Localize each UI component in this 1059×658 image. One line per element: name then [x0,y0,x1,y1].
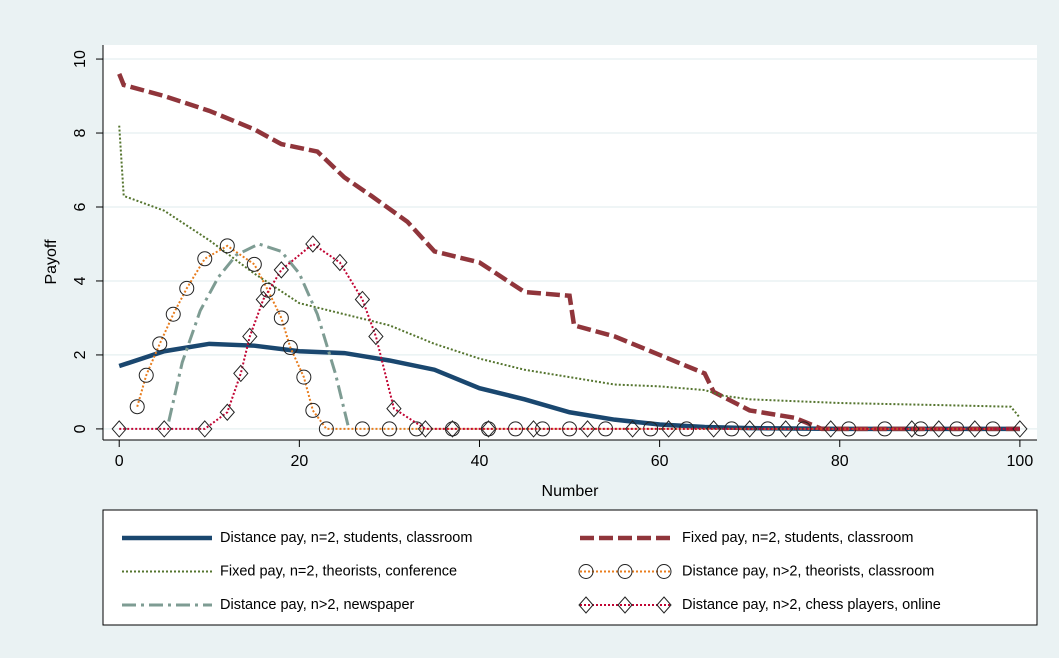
marker [578,564,594,579]
marker [129,399,145,415]
x-tick-label: 60 [651,453,669,470]
marker [408,421,424,437]
legend [102,509,1038,626]
legend-entries: Distance pay, n=2, students, classroom Fi… [122,530,941,614]
series-line [167,242,351,430]
marker [525,420,542,438]
plot-area [103,45,1037,440]
marker [904,420,920,438]
y-tick-label: 4 [72,276,89,285]
marker [579,420,596,438]
series-line [117,73,1020,432]
legend-label: Distance pay, n=2, students, classroom [220,530,472,546]
marker [823,420,839,438]
marker [219,403,235,422]
marker [197,251,213,267]
legend-label: Distance pay, n>2, chess players, online [682,597,941,613]
marker [967,420,983,438]
marker [305,235,321,253]
marker [165,306,181,322]
x-tick-label: 80 [831,453,849,470]
marker [318,421,334,437]
legend-label: Distance pay, n>2, theorists, classroom [682,563,934,579]
marker [138,367,154,383]
marker [931,420,947,438]
marker [660,420,677,438]
marker [233,364,249,383]
marker [255,290,271,309]
x-tick-label: 0 [115,453,124,470]
y-tick-label: 0 [72,424,89,433]
marker [219,238,235,254]
marker [332,253,348,272]
marker [282,340,298,356]
marker [444,420,461,438]
legend-label: Distance pay, n>2, newspaper [220,597,415,613]
x-tick-label: 100 [1007,453,1034,470]
marker [368,327,384,346]
marker [354,421,370,437]
marker [246,256,262,272]
marker [273,261,289,279]
marker [1012,420,1028,438]
marker [742,420,758,438]
marker [624,420,641,438]
legend-label: Fixed pay, n=2, students, classroom [682,530,913,546]
marker [578,596,594,614]
x-axis-label: Number [542,483,600,500]
marker [273,310,289,326]
marker [480,420,497,438]
x-tick-label: 20 [290,453,308,470]
marker [656,596,672,614]
x-tick-label: 40 [471,453,489,470]
marker [179,280,195,296]
marker [705,420,722,438]
y-tick-label: 10 [72,50,89,68]
marker [242,327,258,346]
marker [111,420,127,438]
legend-label: Fixed pay, n=2, theorists, conference [220,563,457,579]
y-tick-label: 6 [72,202,89,211]
marker [152,336,168,352]
series-line [119,242,1020,430]
y-tick-label: 8 [72,128,89,137]
marker [656,564,672,579]
marker [617,596,633,614]
marker [417,420,434,438]
marker [617,564,633,579]
marker [156,420,172,438]
marker [296,369,312,385]
y-axis-label: Payoff [43,239,60,285]
marker [305,402,321,418]
marker [197,420,213,438]
series-line [118,125,1021,419]
y-tick-label: 2 [72,350,89,359]
marker [778,420,794,438]
marker [354,290,371,309]
marker [381,421,397,437]
marker [386,399,402,418]
